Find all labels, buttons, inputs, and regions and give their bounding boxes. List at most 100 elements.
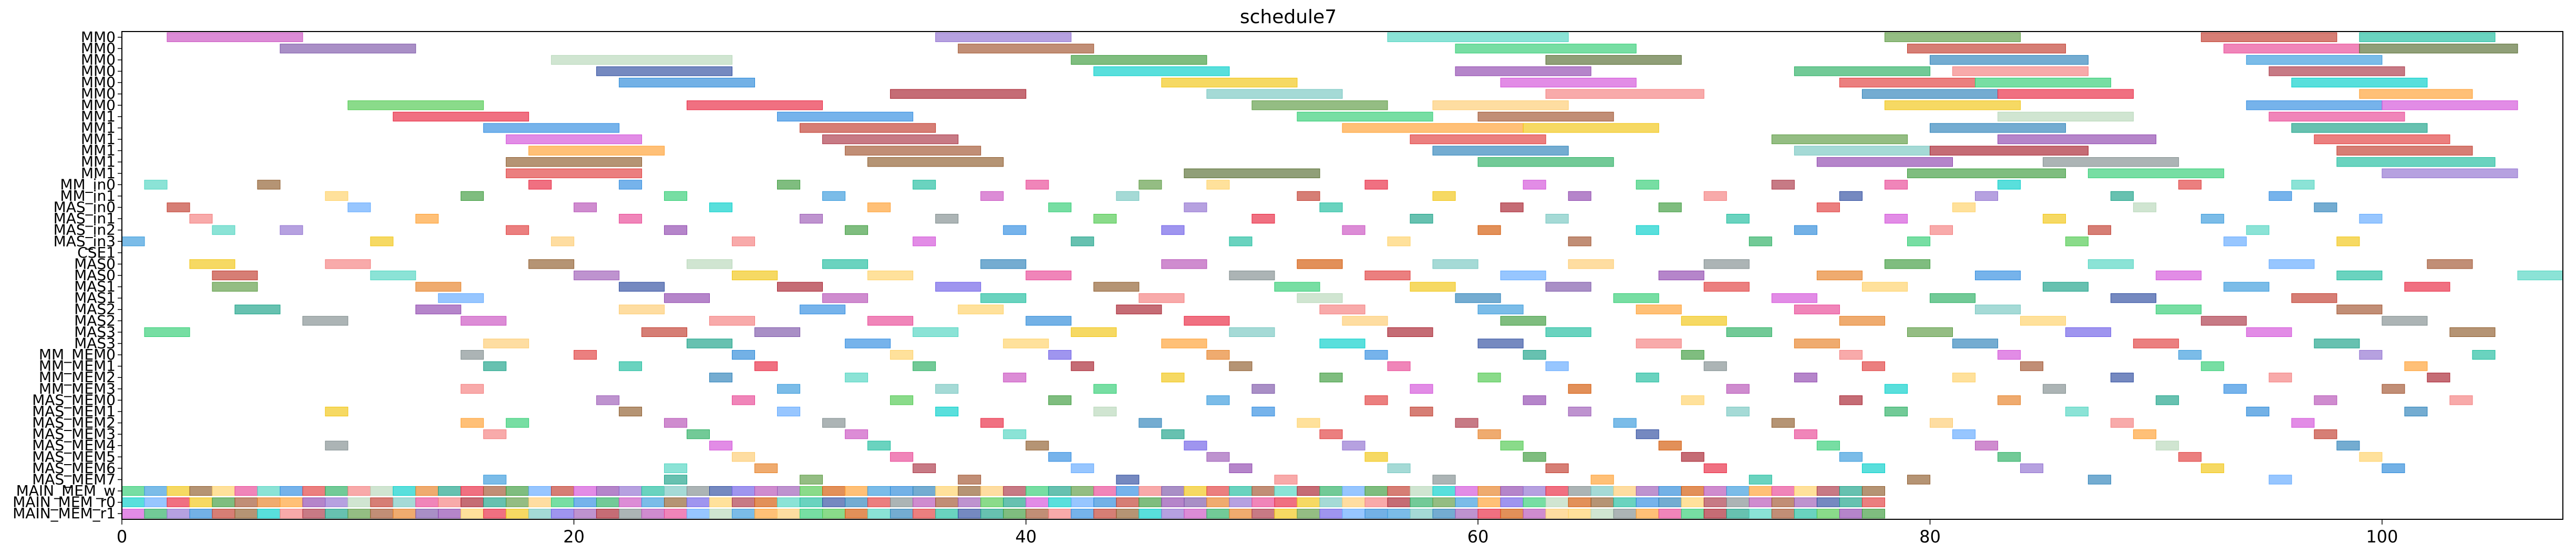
- task-bar: [573, 350, 597, 360]
- task-bar: [890, 486, 914, 496]
- task-bar: [980, 497, 1004, 507]
- task-bar: [1861, 509, 1885, 519]
- task-bar: [845, 338, 891, 348]
- task-bar: [1636, 225, 1659, 235]
- task-bar: [2427, 373, 2450, 383]
- task-bar: [1726, 509, 1750, 519]
- task-bar: [890, 497, 914, 507]
- task-bar: [2201, 32, 2337, 42]
- task-bar: [1658, 440, 1682, 450]
- task-bar: [1477, 486, 1501, 496]
- row-label: MM0: [81, 85, 116, 102]
- task-bar: [1681, 486, 1704, 496]
- task-bar: [189, 486, 213, 496]
- task-bar: [822, 191, 846, 201]
- task-bar: [1251, 384, 1275, 394]
- task-bar: [618, 282, 665, 292]
- task-bar: [2314, 338, 2360, 348]
- task-bar: [709, 486, 732, 496]
- task-bar: [867, 486, 891, 496]
- task-bar: [2156, 304, 2202, 314]
- task-bar: [1093, 384, 1117, 394]
- task-bar: [1998, 134, 2157, 145]
- row-label: MM0: [81, 28, 116, 46]
- task-bar: [890, 395, 914, 405]
- task-bar: [460, 497, 484, 507]
- row-label: MM_in0: [60, 176, 116, 193]
- task-bar: [1929, 293, 1976, 303]
- task-bar: [2359, 213, 2383, 224]
- task-bar: [822, 486, 846, 496]
- task-bar: [2404, 361, 2428, 371]
- task-bar: [1229, 463, 1253, 474]
- task-bar: [212, 509, 235, 519]
- task-bar: [1093, 66, 1230, 76]
- task-bar: [1681, 497, 1704, 507]
- task-bar: [822, 134, 959, 145]
- task-bar: [935, 486, 959, 496]
- task-bar: [618, 304, 665, 314]
- task-bar: [505, 225, 529, 235]
- task-bar: [1929, 225, 1953, 235]
- task-bar: [1387, 509, 1411, 519]
- task-bar: [1364, 270, 1411, 281]
- task-bar: [686, 497, 710, 507]
- task-bar: [1071, 361, 1094, 371]
- task-bar: [1026, 509, 1049, 519]
- task-bar: [1139, 293, 1185, 303]
- task-bar: [890, 89, 1027, 99]
- task-bar: [1026, 316, 1072, 326]
- task-bar: [890, 350, 914, 360]
- task-bar: [732, 486, 756, 496]
- task-bar: [777, 406, 801, 417]
- task-bar: [1545, 463, 1569, 474]
- task-bar: [460, 509, 484, 519]
- task-bar: [257, 497, 281, 507]
- task-bar: [1545, 282, 1591, 292]
- task-bar: [347, 202, 371, 212]
- task-bar: [1613, 497, 1637, 507]
- task-bar: [1794, 304, 1840, 314]
- task-bar: [1545, 55, 1682, 65]
- task-bar: [664, 475, 687, 485]
- task-bar: [1206, 497, 1230, 507]
- task-bar: [2111, 418, 2134, 428]
- task-bar: [505, 418, 529, 428]
- task-bar: [1364, 395, 1388, 405]
- task-bar: [1093, 486, 1117, 496]
- row-label: MAS_MEM1: [32, 403, 116, 420]
- task-bar: [1884, 406, 1908, 417]
- task-bar: [2088, 225, 2112, 235]
- task-bar: [528, 486, 552, 496]
- task-bar: [1975, 77, 2112, 88]
- task-bar: [2359, 89, 2473, 99]
- row-label: MAS_in3: [54, 232, 116, 250]
- task-bar: [1771, 486, 1795, 496]
- task-bar: [2246, 55, 2383, 65]
- task-bar: [2043, 282, 2089, 292]
- task-bar: [325, 259, 371, 269]
- task-bar: [573, 497, 597, 507]
- task-bar: [1455, 293, 1501, 303]
- task-bar: [551, 55, 732, 65]
- task-bar: [845, 146, 981, 156]
- task-bar: [1048, 202, 1072, 212]
- task-bar: [1206, 350, 1230, 360]
- row-label: MAS3: [74, 323, 116, 341]
- task-bar: [1613, 293, 1659, 303]
- row-label: MM0: [81, 39, 116, 57]
- task-bar: [189, 497, 213, 507]
- task-bar: [2043, 213, 2066, 224]
- task-bar: [1432, 191, 1456, 201]
- task-bar: [980, 259, 1027, 269]
- task-bar: [1319, 373, 1343, 383]
- task-bar: [370, 509, 394, 519]
- task-bar: [1455, 44, 1637, 54]
- task-bar: [1998, 111, 2134, 121]
- task-bar: [505, 486, 529, 496]
- task-bar: [1206, 452, 1230, 462]
- task-bar: [845, 497, 868, 507]
- task-bar: [1003, 225, 1027, 235]
- row-label: MAIN_MEM_w: [16, 482, 116, 499]
- task-bar: [709, 202, 732, 212]
